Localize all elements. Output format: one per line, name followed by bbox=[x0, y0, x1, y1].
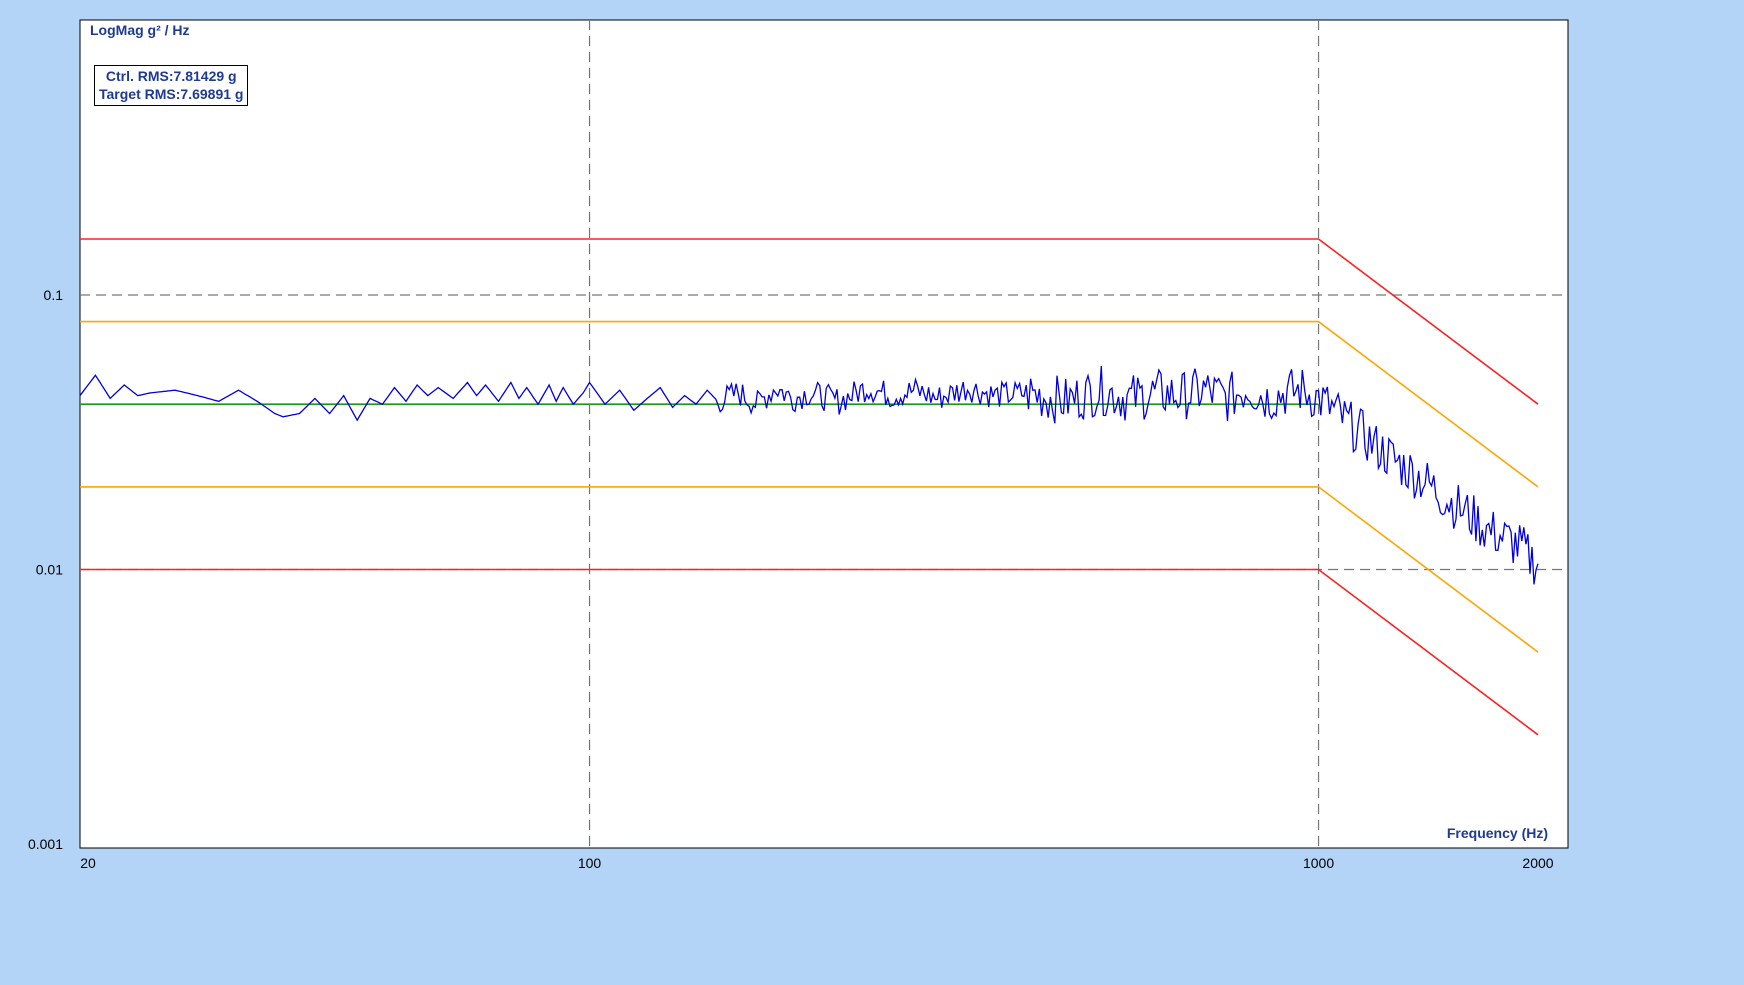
tick-labels: 20 100 1000 2000 0.1 0.01 0.001 bbox=[28, 287, 1554, 871]
x-axis-title: Frequency (Hz) bbox=[1447, 825, 1548, 841]
x-tick-label-20: 20 bbox=[80, 855, 96, 871]
y-axis-title: LogMag g² / Hz bbox=[90, 22, 190, 38]
series-alarm_high bbox=[80, 320, 1539, 488]
series-lines bbox=[79, 238, 1539, 736]
target-rms-label: Target RMS:7.69891 g bbox=[99, 86, 244, 102]
x-tick-label-1000: 1000 bbox=[1303, 855, 1334, 871]
rms-readout-box: Ctrl. RMS:7.81429 g Target RMS:7.69891 g bbox=[94, 65, 249, 106]
plot-area bbox=[79, 19, 1569, 849]
ctrl-rms-label: Ctrl. RMS:7.81429 g bbox=[105, 68, 237, 84]
series-abort_high bbox=[80, 238, 1539, 405]
y-tick-label-0.001: 0.001 bbox=[28, 836, 63, 852]
x-tick-label-100: 100 bbox=[578, 855, 602, 871]
x-tick-label-2000: 2000 bbox=[1522, 855, 1553, 871]
series-abort_low bbox=[80, 568, 1539, 736]
y-tick-label-0.01: 0.01 bbox=[36, 562, 63, 578]
y-tick-label-0.1: 0.1 bbox=[44, 287, 64, 303]
series-alarm_low bbox=[80, 486, 1539, 653]
series-control bbox=[79, 366, 1539, 585]
